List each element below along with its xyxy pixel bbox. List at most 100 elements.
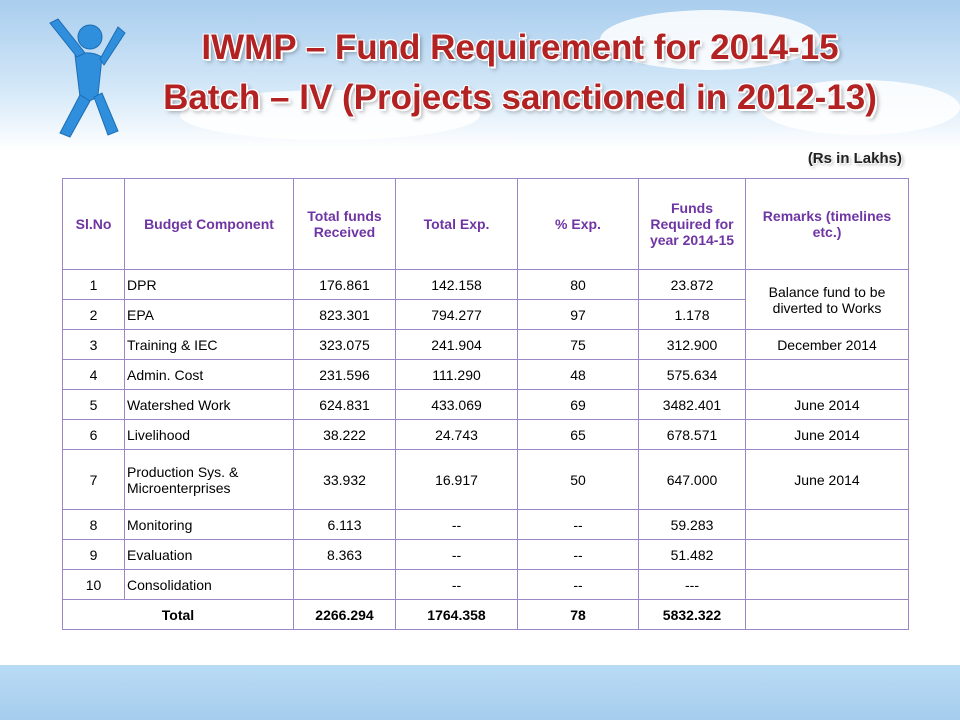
cell: -- xyxy=(395,509,518,540)
cell xyxy=(293,569,396,600)
column-header: Funds Required for year 2014-15 xyxy=(638,178,746,270)
remarks xyxy=(745,569,909,600)
table-row: 4 Admin. Cost 231.596 111.290 48 575.634 xyxy=(62,359,909,390)
cell: 1.178 xyxy=(638,299,746,330)
cell: 647.000 xyxy=(638,449,746,510)
cell: 8.363 xyxy=(293,539,396,570)
figure-icon xyxy=(49,18,126,138)
cell: 3482.401 xyxy=(638,389,746,420)
footer-bar xyxy=(0,665,960,720)
component: Admin. Cost xyxy=(124,359,294,390)
cell: 50 xyxy=(517,449,639,510)
cell: 142.158 xyxy=(395,269,518,300)
column-header: Sl.No xyxy=(62,178,125,270)
header-row: Sl.No Budget Component Total funds Receive… xyxy=(62,178,909,270)
cell: -- xyxy=(395,539,518,570)
cell: 794.277 xyxy=(395,299,518,330)
cell: 323.075 xyxy=(293,329,396,360)
component: Evaluation xyxy=(124,539,294,570)
component: Livelihood xyxy=(124,419,294,450)
remarks xyxy=(745,359,909,390)
cell: 78 xyxy=(517,599,639,630)
table-row: 6 Livelihood 38.222 24.743 65 678.571 June 201… xyxy=(62,419,909,450)
total-label: Total xyxy=(62,599,294,630)
cell: -- xyxy=(517,509,639,540)
cell: -- xyxy=(517,569,639,600)
cell: 575.634 xyxy=(638,359,746,390)
sl-no: 10 xyxy=(62,569,125,600)
cell: 111.290 xyxy=(395,359,518,390)
component: Training & IEC xyxy=(124,329,294,360)
cell: --- xyxy=(638,569,746,600)
cell: 80 xyxy=(517,269,639,300)
column-header: % Exp. xyxy=(517,178,639,270)
sl-no: 5 xyxy=(62,389,125,420)
cell: 38.222 xyxy=(293,419,396,450)
table-row: 5 Watershed Work 624.831 433.069 69 3482.401 J… xyxy=(62,389,909,420)
remarks xyxy=(745,599,909,630)
fund-table: Sl.No Budget Component Total funds Receive… xyxy=(62,178,909,630)
cell: 2266.294 xyxy=(293,599,396,630)
cell: 75 xyxy=(517,329,639,360)
sl-no: 9 xyxy=(62,539,125,570)
total-row: Total 2266.294 1764.358 78 5832.322 xyxy=(62,599,909,630)
cell: 16.917 xyxy=(395,449,518,510)
table-row: 3 Training & IEC 323.075 241.904 75 312.900 De… xyxy=(62,329,909,360)
cell: 241.904 xyxy=(395,329,518,360)
cell: 33.932 xyxy=(293,449,396,510)
sl-no: 2 xyxy=(62,299,125,330)
table-row: 1 DPR 176.861 142.158 80 23.872 Balance fund t… xyxy=(62,269,909,330)
sl-no: 1 xyxy=(62,269,125,300)
cell: 6.113 xyxy=(293,509,396,540)
cell: 97 xyxy=(517,299,639,330)
column-header: Remarks (timelines etc.) xyxy=(745,178,909,270)
table-row: 2 EPA 823.301 794.277 97 1.178 xyxy=(62,299,909,330)
sl-no: 6 xyxy=(62,419,125,450)
component: EPA xyxy=(124,299,294,330)
table-row: 8 Monitoring 6.113 -- -- 59.283 xyxy=(62,509,909,540)
cloud xyxy=(180,90,480,140)
sl-no: 4 xyxy=(62,359,125,390)
cell: -- xyxy=(395,569,518,600)
cell: 59.283 xyxy=(638,509,746,540)
cell: 176.861 xyxy=(293,269,396,300)
sl-no: 8 xyxy=(62,509,125,540)
column-header: Total Exp. xyxy=(395,178,518,270)
cell: 23.872 xyxy=(638,269,746,300)
sl-no: 3 xyxy=(62,329,125,360)
component: DPR xyxy=(124,269,294,300)
remarks: June 2014 xyxy=(745,419,909,450)
cell: 51.482 xyxy=(638,539,746,570)
cell: 231.596 xyxy=(293,359,396,390)
column-header: Budget Component xyxy=(124,178,294,270)
cell: 69 xyxy=(517,389,639,420)
title: IWMP – Fund Requirement for 2014-15 xyxy=(201,28,839,67)
table-row: 7 Production Sys. & Microenterprises 33.93… xyxy=(62,449,909,510)
cell: 823.301 xyxy=(293,299,396,330)
component: Watershed Work xyxy=(124,389,294,420)
cell: 1764.358 xyxy=(395,599,518,630)
component: Production Sys. & Microenterprises xyxy=(124,449,294,510)
cell: 65 xyxy=(517,419,639,450)
cell: 678.571 xyxy=(638,419,746,450)
cell: 5832.322 xyxy=(638,599,746,630)
cell: 433.069 xyxy=(395,389,518,420)
unit-note: (Rs in Lakhs) xyxy=(807,150,902,167)
title: Batch – IV (Projects sanctioned in 2012-… xyxy=(163,78,877,117)
remarks: December 2014 xyxy=(745,329,909,360)
cell: -- xyxy=(517,539,639,570)
remarks: Balance fund to be diverted to Works xyxy=(745,269,909,330)
remarks: June 2014 xyxy=(745,449,909,510)
table-row: 9 Evaluation 8.363 -- -- 51.482 xyxy=(62,539,909,570)
remarks xyxy=(745,539,909,570)
cell: 312.900 xyxy=(638,329,746,360)
sl-no: 7 xyxy=(62,449,125,510)
component: Monitoring xyxy=(124,509,294,540)
remarks xyxy=(745,509,909,540)
table-row: 10 Consolidation -- -- --- xyxy=(62,569,909,600)
cell: 48 xyxy=(517,359,639,390)
column-header: Total funds Received xyxy=(293,178,396,270)
cloud xyxy=(600,10,820,70)
remarks: June 2014 xyxy=(745,389,909,420)
